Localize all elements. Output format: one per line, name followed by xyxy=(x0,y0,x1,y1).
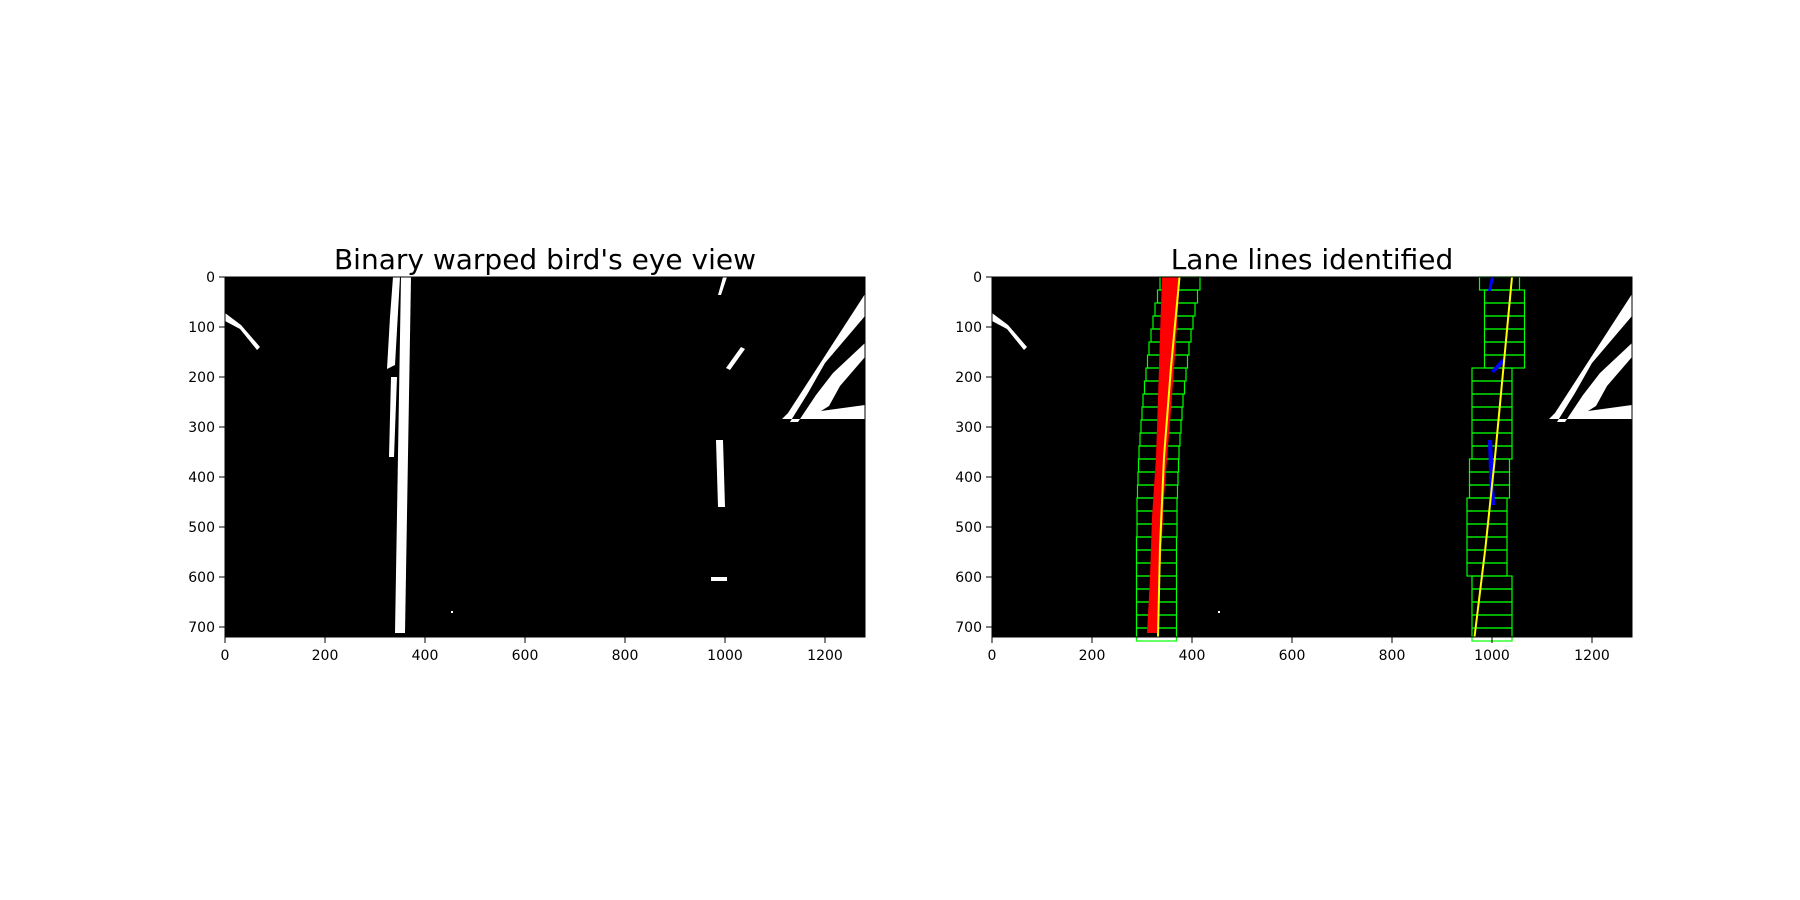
left-image-background xyxy=(225,277,865,637)
left-subplot: Binary warped bird's eye view 0 200 400 600… xyxy=(188,243,866,664)
x-tick-label: 400 xyxy=(1179,648,1206,664)
left-lane-fleck xyxy=(711,577,727,581)
left-lane-dash-1 xyxy=(718,277,727,295)
left-lane-dash-3 xyxy=(716,440,725,507)
y-tick-label: 0 xyxy=(973,270,982,286)
x-tick-label: 600 xyxy=(512,648,539,664)
right-image-background xyxy=(992,277,1632,637)
left-fit-line xyxy=(1157,276,1181,638)
right-right-edge-marks xyxy=(1549,294,1632,422)
y-tick-label: 700 xyxy=(955,620,982,636)
right-center-fleck xyxy=(1218,611,1220,613)
right-left-edge-marks xyxy=(992,313,1027,350)
left-y-ticks: 0 100 200 300 400 500 600 700 xyxy=(188,270,225,636)
x-tick-label: 200 xyxy=(312,648,339,664)
y-tick-label: 600 xyxy=(188,570,215,586)
left-subplot-title: Binary warped bird's eye view xyxy=(334,243,756,276)
y-tick-label: 100 xyxy=(955,320,982,336)
right-y-ticks: 0 100 200 300 400 500 600 700 xyxy=(955,270,992,636)
x-tick-label: 0 xyxy=(988,648,997,664)
x-tick-label: 0 xyxy=(221,648,230,664)
right-lane-blue-pixels-2 xyxy=(1491,359,1506,373)
y-tick-label: 0 xyxy=(206,270,215,286)
left-lane-red-fringe xyxy=(1159,282,1168,367)
left-edge-marks xyxy=(225,313,260,350)
x-tick-label: 400 xyxy=(412,648,439,664)
right-edge-marks xyxy=(782,294,865,422)
right-lane-blue-pixels-3 xyxy=(1488,440,1495,505)
left-lane-pixels xyxy=(395,277,411,633)
x-tick-label: 200 xyxy=(1079,648,1106,664)
x-tick-label: 600 xyxy=(1279,648,1306,664)
left-lane-scatter xyxy=(387,277,400,369)
left-lane-scatter-2 xyxy=(389,377,397,457)
left-lane-dot xyxy=(451,611,453,613)
x-tick-label: 1200 xyxy=(807,648,843,664)
x-tick-label: 800 xyxy=(612,648,639,664)
y-tick-label: 300 xyxy=(955,420,982,436)
right-lane-blue-pixels-1 xyxy=(1488,277,1494,291)
y-tick-label: 400 xyxy=(955,470,982,486)
x-tick-label: 1000 xyxy=(1474,648,1510,664)
y-tick-label: 200 xyxy=(188,370,215,386)
left-x-ticks: 0 200 400 600 800 1000 1200 xyxy=(221,637,843,664)
right-subplot: Lane lines identified 0 200 400 600 800 1000 1… xyxy=(955,243,1633,664)
y-tick-label: 500 xyxy=(188,520,215,536)
left-image-border xyxy=(224,276,866,638)
x-tick-label: 1000 xyxy=(707,648,743,664)
y-tick-label: 600 xyxy=(955,570,982,586)
y-tick-label: 100 xyxy=(188,320,215,336)
left-lane-dash-2 xyxy=(726,347,745,370)
right-image-area xyxy=(991,276,1633,642)
right-x-ticks: 0 200 400 600 800 1000 1200 xyxy=(988,637,1610,664)
left-image-area xyxy=(224,276,866,638)
right-image-border xyxy=(991,276,1633,638)
y-tick-label: 400 xyxy=(188,470,215,486)
x-tick-label: 800 xyxy=(1379,648,1406,664)
y-tick-label: 500 xyxy=(955,520,982,536)
right-fit-line xyxy=(1473,276,1513,638)
y-tick-label: 200 xyxy=(955,370,982,386)
right-subplot-title: Lane lines identified xyxy=(1171,243,1454,276)
y-tick-label: 700 xyxy=(188,620,215,636)
y-tick-label: 300 xyxy=(188,420,215,436)
x-tick-label: 1200 xyxy=(1574,648,1610,664)
